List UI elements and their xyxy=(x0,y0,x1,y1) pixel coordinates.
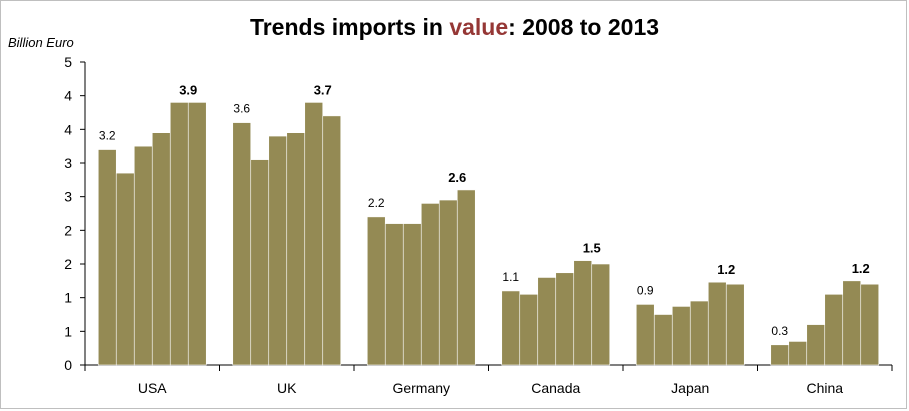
bar xyxy=(555,272,575,366)
title-highlight: value xyxy=(449,14,509,40)
bar xyxy=(286,132,306,366)
bar xyxy=(438,199,458,366)
data-label-last: 1.2 xyxy=(717,262,735,277)
bar xyxy=(169,102,189,366)
y-axis-unit-label: Billion Euro xyxy=(8,35,74,50)
bar xyxy=(115,172,135,366)
bar xyxy=(671,306,691,366)
bar xyxy=(420,203,440,366)
bar xyxy=(591,263,611,366)
data-label-last: 2.6 xyxy=(448,170,466,185)
y-tick-label: 3 xyxy=(64,189,72,205)
bar xyxy=(537,277,557,366)
data-label-first: 3.6 xyxy=(233,102,250,116)
bar xyxy=(304,102,324,366)
y-tick-label: 1 xyxy=(64,323,72,339)
bar xyxy=(456,189,476,366)
bar xyxy=(806,324,826,366)
y-tick-label: 3 xyxy=(64,155,72,171)
x-tick-label: UK xyxy=(277,380,297,396)
bar xyxy=(402,223,422,366)
x-tick-label: Germany xyxy=(392,380,450,396)
bar xyxy=(519,293,539,366)
data-label-last: 1.2 xyxy=(852,261,870,276)
bar xyxy=(366,216,386,366)
bar xyxy=(788,341,808,366)
bar xyxy=(842,280,862,366)
title-suffix: : 2008 to 2013 xyxy=(508,14,660,40)
bar xyxy=(824,293,844,366)
data-label-last: 3.7 xyxy=(314,82,332,97)
data-label-first: 0.9 xyxy=(637,283,654,297)
bar xyxy=(384,223,404,366)
bar xyxy=(151,132,171,366)
data-label-first: 1.1 xyxy=(502,270,519,284)
bar xyxy=(133,145,153,366)
y-tick-label: 4 xyxy=(64,121,72,137)
bar xyxy=(187,102,207,366)
x-tick-label: China xyxy=(806,380,843,396)
bar xyxy=(232,122,252,366)
bar xyxy=(268,135,288,366)
bar xyxy=(501,290,521,366)
bar xyxy=(653,314,673,366)
bar xyxy=(770,344,790,366)
y-tick-label: 4 xyxy=(64,88,72,104)
x-tick-label: Japan xyxy=(671,380,709,396)
bar xyxy=(573,260,593,366)
y-tick-label: 2 xyxy=(64,256,72,272)
y-tick-label: 1 xyxy=(64,290,72,306)
data-label-first: 2.2 xyxy=(368,196,385,210)
bar xyxy=(250,159,270,366)
title-prefix: Trends imports in xyxy=(249,14,450,40)
data-label-last: 3.9 xyxy=(179,82,197,97)
bar xyxy=(689,300,709,366)
bar xyxy=(707,281,727,366)
chart-title: Trends imports in value: 2008 to 2013 xyxy=(0,14,909,41)
x-tick-label: Canada xyxy=(531,380,580,396)
y-tick-label: 0 xyxy=(64,357,72,373)
bar xyxy=(635,304,655,366)
y-tick-label: 5 xyxy=(64,54,72,70)
bar xyxy=(322,115,342,366)
y-tick-label: 2 xyxy=(64,222,72,238)
bar xyxy=(725,283,745,366)
data-label-last: 1.5 xyxy=(583,241,601,256)
bar xyxy=(97,149,117,366)
bar xyxy=(860,283,880,366)
data-label-first: 3.2 xyxy=(99,129,116,143)
data-label-first: 0.3 xyxy=(771,324,788,338)
x-tick-label: USA xyxy=(138,380,167,396)
